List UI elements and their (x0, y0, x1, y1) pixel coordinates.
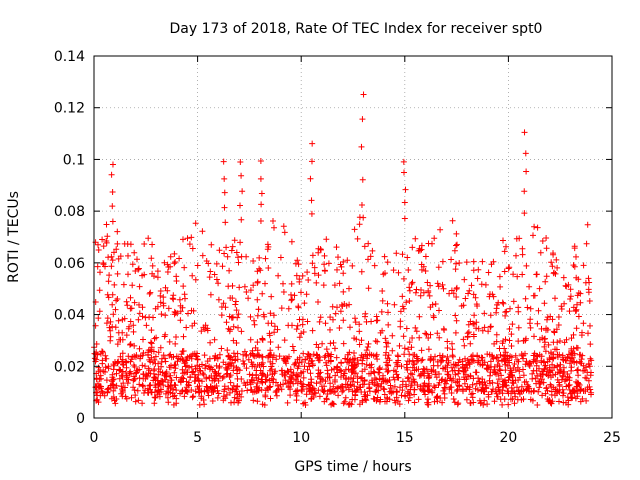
roti-peak-point (257, 175, 264, 182)
roti-peak-point (308, 197, 315, 204)
x-tick-label: 20 (499, 430, 517, 446)
y-tick-label: 0.02 (54, 359, 85, 375)
y-tick-label: 0.08 (54, 204, 85, 220)
y-axis-label: ROTI / TECUs (6, 191, 22, 283)
roti-peak-point (401, 169, 408, 176)
y-tick-label: 0 (76, 411, 85, 427)
roti-peak-point (222, 219, 229, 226)
y-tick-label: 0.14 (54, 49, 85, 65)
roti-peak-point (238, 216, 245, 223)
roti-peak-point (523, 168, 530, 175)
roti-peak-point (109, 203, 116, 210)
y-tick-label: 0.04 (54, 308, 85, 324)
roti-peak-point (108, 171, 115, 178)
axis-ticks: 0 0.02 0.04 0.06 0.08 0.1 0.12 0.14 0 5 10 15 20 25 (54, 49, 621, 446)
y-tick-label: 0.1 (63, 152, 85, 168)
roti-peak-point (307, 175, 314, 182)
roti-markers (91, 214, 595, 408)
roti-peak-point (401, 215, 408, 222)
roti-peak-point (109, 218, 116, 225)
roti-peak-point (358, 201, 365, 208)
roti-peak-point (521, 188, 528, 195)
data-points (91, 91, 595, 408)
roti-peak-point (308, 158, 315, 165)
roti-peak-point (238, 172, 245, 179)
roti-peak-point (358, 143, 365, 150)
roti-peak-point (221, 189, 228, 196)
roti-peak-point (239, 188, 246, 195)
x-tick-label: 15 (396, 430, 414, 446)
roti-peak-point (401, 199, 408, 206)
roti-peak-point (221, 204, 228, 211)
plot-frame (93, 55, 613, 419)
roti-peak-point (309, 140, 316, 147)
roti-peak-point (109, 161, 116, 168)
chart-title: Day 173 of 2018, Rate Of TEC Index for r… (170, 21, 543, 37)
roti-peak-point (308, 210, 315, 217)
roti-peak-point (221, 175, 228, 182)
roti-peak-point (522, 150, 529, 157)
roti-peak-point (359, 116, 366, 123)
x-axis-label: GPS time / hours (294, 459, 411, 475)
x-tick-label: 25 (603, 430, 621, 446)
roti-peak-point (402, 186, 409, 193)
roti-peak-point (521, 129, 528, 136)
roti-peak-point (258, 190, 265, 197)
y-tick-label: 0.12 (54, 101, 85, 117)
roti-peak-point (257, 157, 264, 164)
roti-peak-point (400, 158, 407, 165)
roti-peak-point (109, 189, 116, 196)
roti-peak-point (236, 202, 243, 209)
x-tick-label: 5 (193, 430, 202, 446)
roti-peak-point (359, 176, 366, 183)
roti-peak-point (360, 91, 367, 98)
y-tick-label: 0.06 (54, 256, 85, 272)
roti-peak-point (257, 218, 264, 225)
x-tick-label: 0 (90, 430, 99, 446)
roti-peak-point (237, 159, 244, 166)
roti-peak-point (258, 201, 265, 208)
roti-peak-point (521, 210, 528, 217)
grid-lines (94, 56, 612, 418)
x-tick-label: 10 (292, 430, 310, 446)
roti-peak-point (220, 158, 227, 165)
